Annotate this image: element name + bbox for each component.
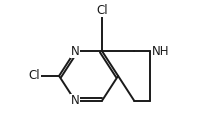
- Text: N: N: [71, 94, 80, 107]
- Text: N: N: [71, 45, 80, 58]
- Text: NH: NH: [152, 45, 169, 58]
- Text: Cl: Cl: [29, 69, 40, 82]
- Text: Cl: Cl: [96, 4, 108, 17]
